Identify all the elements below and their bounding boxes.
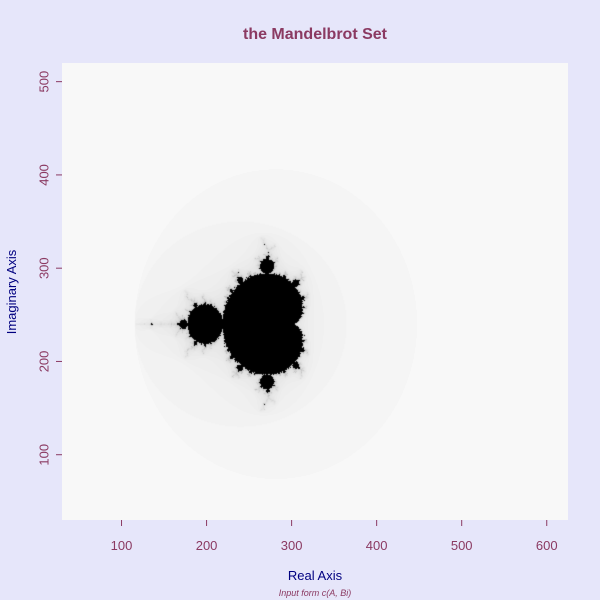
chart-title: the Mandelbrot Set [243, 26, 388, 43]
y-axis-ticks: 100 200 300 400 500 [37, 71, 62, 466]
y-tick-label: 400 [37, 164, 52, 186]
x-tick-label: 400 [366, 538, 388, 553]
x-tick-label: 500 [451, 538, 473, 553]
x-tick-label: 600 [536, 538, 558, 553]
plot-area [62, 63, 568, 520]
y-tick-label: 100 [37, 444, 52, 466]
y-axis-label: Imaginary Axis [4, 249, 19, 334]
x-tick-label: 300 [281, 538, 303, 553]
x-tick-label: 200 [196, 538, 218, 553]
y-tick-label: 300 [37, 257, 52, 279]
y-tick-label: 500 [37, 71, 52, 93]
x-axis-ticks: 100 200 300 400 500 600 [111, 520, 558, 553]
x-tick-label: 100 [111, 538, 133, 553]
x-axis-label: Real Axis [288, 568, 343, 583]
mandelbrot-heatmap [62, 63, 568, 520]
chart-subtitle: Input form c(A, Bi) [279, 588, 352, 598]
y-tick-label: 200 [37, 351, 52, 373]
